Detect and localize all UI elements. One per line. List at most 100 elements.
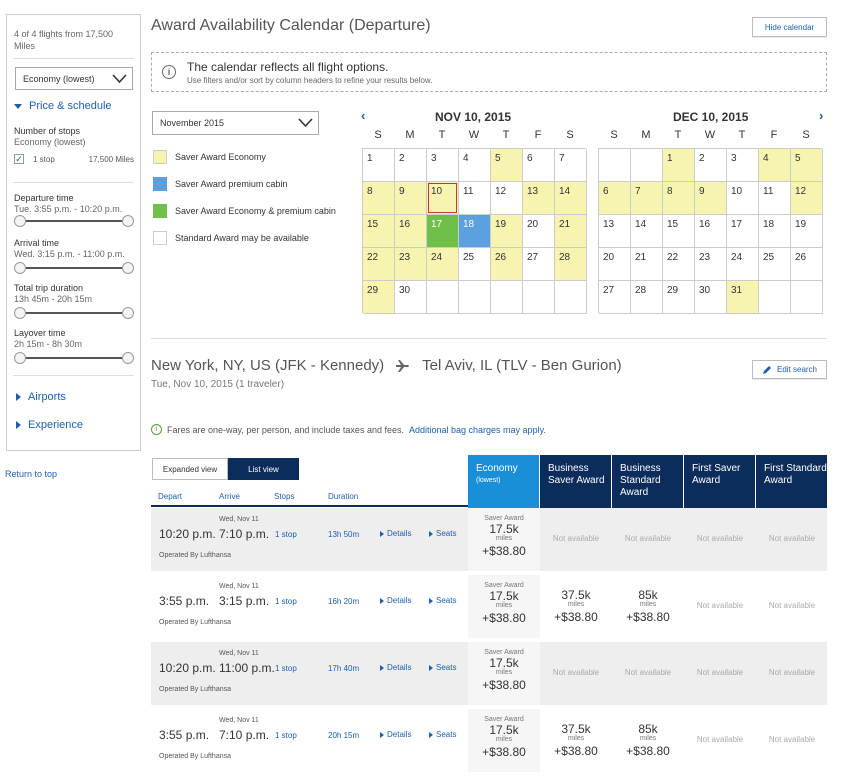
fare-cell[interactable]: 37.5k miles +$38.80 [540, 575, 612, 638]
calendar-day[interactable]: 12 [491, 182, 523, 215]
month-select[interactable]: November 2015 [152, 111, 319, 135]
fare-cell[interactable]: Saver Award 17.5k miles +$38.80 [468, 642, 540, 705]
stops-link[interactable]: 1 stop [275, 664, 297, 673]
slider-min-handle[interactable] [14, 352, 26, 364]
fare-cell[interactable]: Saver Award 17.5k miles +$38.80 [468, 575, 540, 638]
calendar-day[interactable]: 23 [695, 248, 727, 281]
calendar-day[interactable]: 31 [727, 281, 759, 314]
edit-search-button[interactable]: Edit search [752, 360, 827, 379]
calendar-day[interactable]: 16 [695, 215, 727, 248]
calendar-day[interactable]: 29 [663, 281, 695, 314]
slider-max-handle[interactable] [122, 307, 134, 319]
calendar-day[interactable]: 18 [459, 215, 491, 248]
calendar-day[interactable]: 16 [395, 215, 427, 248]
calendar-day[interactable]: 23 [395, 248, 427, 281]
calendar-day[interactable]: 6 [523, 149, 555, 182]
calendar-day[interactable]: 1 [363, 149, 395, 182]
slider-max-handle[interactable] [122, 262, 134, 274]
fare-cell[interactable]: Saver Award 17.5k miles +$38.80 [468, 709, 540, 772]
calendar-day[interactable]: 14 [555, 182, 587, 215]
fare-column-header[interactable]: Business Standard Award [612, 455, 683, 517]
calendar-day[interactable]: 25 [459, 248, 491, 281]
calendar-day[interactable]: 3 [727, 149, 759, 182]
calendar-day[interactable]: 15 [663, 215, 695, 248]
seats-link[interactable]: Seats [429, 663, 456, 672]
stops-option-1[interactable]: ✓ 1 stop 17,500 Miles [14, 154, 134, 166]
calendar-day[interactable]: 11 [459, 182, 491, 215]
fare-column-header[interactable]: Business Saver Award [540, 455, 611, 517]
calendar-day[interactable]: 26 [791, 248, 823, 281]
details-link[interactable]: Details [380, 730, 411, 739]
calendar-day[interactable]: 1 [663, 149, 695, 182]
calendar-day[interactable]: 2 [695, 149, 727, 182]
calendar-day[interactable]: 4 [459, 149, 491, 182]
fare-cell[interactable]: 37.5k miles +$38.80 [540, 709, 612, 772]
next-month-arrow[interactable]: › [819, 108, 824, 123]
calendar-day[interactable]: 19 [791, 215, 823, 248]
calendar-day[interactable]: 24 [427, 248, 459, 281]
calendar-day[interactable]: 15 [363, 215, 395, 248]
column-arrive[interactable]: Arrive [219, 492, 240, 501]
calendar-day[interactable]: 11 [759, 182, 791, 215]
calendar-day[interactable]: 30 [395, 281, 427, 314]
slider-max-handle[interactable] [122, 352, 134, 364]
seats-link[interactable]: Seats [429, 529, 456, 538]
bag-charges-link[interactable]: Additional bag charges may apply. [408, 424, 546, 435]
calendar-day[interactable]: 20 [599, 248, 631, 281]
hide-calendar-button[interactable]: Hide calendar [752, 17, 827, 37]
column-stops[interactable]: Stops [274, 492, 295, 501]
fare-cell[interactable]: 85k miles +$38.80 [612, 575, 684, 638]
arrival-time-slider[interactable] [14, 262, 134, 274]
seats-link[interactable]: Seats [429, 596, 456, 605]
calendar-day[interactable]: 12 [791, 182, 823, 215]
calendar-day[interactable]: 9 [395, 182, 427, 215]
experience-toggle[interactable]: Experience [16, 419, 83, 431]
column-duration[interactable]: Duration [328, 492, 359, 501]
fare-column-header[interactable]: Economy (lowest) [468, 455, 539, 517]
calendar-day[interactable]: 20 [523, 215, 555, 248]
calendar-day[interactable]: 13 [599, 215, 631, 248]
details-link[interactable]: Details [380, 529, 411, 538]
calendar-day[interactable]: 10 [427, 182, 459, 215]
stops-link[interactable]: 1 stop [275, 597, 297, 606]
calendar-day[interactable]: 14 [631, 215, 663, 248]
details-link[interactable]: Details [380, 596, 411, 605]
slider-min-handle[interactable] [14, 307, 26, 319]
airports-toggle[interactable]: Airports [16, 391, 66, 403]
cabin-select[interactable]: Economy (lowest) [15, 67, 133, 90]
calendar-day[interactable]: 13 [523, 182, 555, 215]
stops-link[interactable]: 1 stop [275, 731, 297, 740]
calendar-day[interactable]: 10 [727, 182, 759, 215]
list-view-button[interactable]: List view [228, 458, 299, 480]
fare-cell[interactable]: Saver Award 17.5k miles +$38.80 [468, 508, 540, 571]
calendar-day[interactable]: 29 [363, 281, 395, 314]
expanded-view-button[interactable]: Expanded view [152, 458, 228, 480]
calendar-day[interactable]: 28 [555, 248, 587, 281]
calendar-day[interactable]: 21 [631, 248, 663, 281]
calendar-day[interactable]: 25 [759, 248, 791, 281]
prev-month-arrow[interactable]: ‹ [361, 108, 366, 123]
calendar-day[interactable]: 27 [599, 281, 631, 314]
slider-max-handle[interactable] [122, 215, 134, 227]
column-depart[interactable]: Depart [158, 492, 183, 501]
return-to-top-link[interactable]: Return to top [5, 469, 58, 479]
fare-column-header[interactable]: First Standard Award [756, 455, 827, 517]
calendar-day[interactable]: 17 [727, 215, 759, 248]
calendar-day[interactable]: 8 [363, 182, 395, 215]
checkbox-checked-icon[interactable]: ✓ [14, 154, 24, 164]
calendar-day[interactable]: 7 [555, 149, 587, 182]
calendar-day[interactable]: 19 [491, 215, 523, 248]
calendar-day[interactable]: 18 [759, 215, 791, 248]
calendar-day[interactable]: 24 [727, 248, 759, 281]
calendar-day[interactable]: 17 [427, 215, 459, 248]
calendar-day[interactable]: 27 [523, 248, 555, 281]
calendar-day[interactable]: 2 [395, 149, 427, 182]
calendar-day[interactable]: 3 [427, 149, 459, 182]
departure-time-slider[interactable] [14, 215, 134, 227]
calendar-day[interactable]: 9 [695, 182, 727, 215]
price-schedule-toggle[interactable]: Price & schedule [14, 100, 112, 112]
calendar-day[interactable]: 5 [491, 149, 523, 182]
calendar-day[interactable]: 8 [663, 182, 695, 215]
duration-slider[interactable] [14, 307, 134, 319]
calendar-day[interactable]: 22 [363, 248, 395, 281]
